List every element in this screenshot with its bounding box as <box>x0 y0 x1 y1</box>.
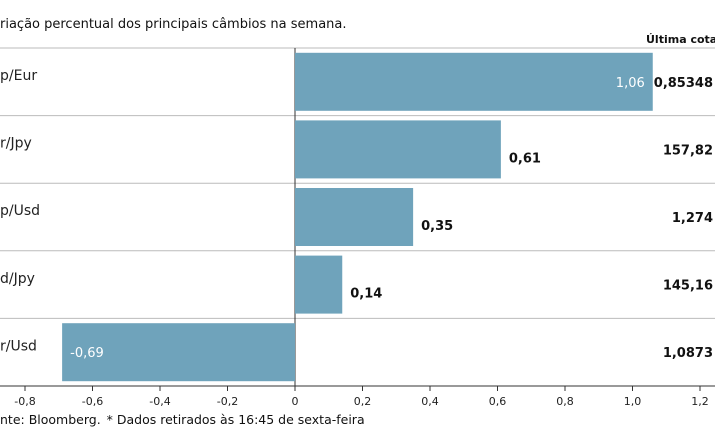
chart-source: nte: Bloomberg. * Dados retirados às 16:4… <box>0 412 365 427</box>
bar <box>295 52 653 111</box>
x-tick-label: 0,4 <box>421 395 439 408</box>
last-quote-value: 1,0873 <box>663 346 713 361</box>
x-tick-label: 1,2 <box>691 395 709 408</box>
last-quote-header: Última cotaç <box>646 33 715 46</box>
bar <box>295 188 414 246</box>
x-tick-label: 0,8 <box>556 395 574 408</box>
category-label: r/Jpy <box>0 136 32 152</box>
x-tick-label: 0,6 <box>489 395 507 408</box>
bar <box>62 323 295 382</box>
x-tick-label: -0,6 <box>82 395 103 408</box>
last-quote-value: 0,85348 <box>654 76 713 91</box>
category-label: d/Jpy <box>0 271 35 287</box>
bar <box>295 120 501 179</box>
value-label: -0,69 <box>70 346 104 361</box>
x-tick-label: -0,8 <box>14 395 35 408</box>
category-label: p/Usd <box>0 203 40 219</box>
value-label: 0,61 <box>509 151 541 166</box>
last-quote-value: 1,274 <box>672 211 713 226</box>
value-label: 0,14 <box>350 287 382 302</box>
source-note: * Dados retirados às 16:45 de sexta-feir… <box>106 412 365 427</box>
x-tick-label: 0,2 <box>354 395 372 408</box>
x-tick-label: -0,2 <box>217 395 238 408</box>
last-quote-value: 145,16 <box>663 279 713 294</box>
bar <box>295 255 343 314</box>
chart-subtitle: riação percentual dos principais câmbios… <box>0 17 347 32</box>
value-label: 1,06 <box>616 76 645 91</box>
source-label: nte: Bloomberg. <box>0 412 101 427</box>
category-label: p/Eur <box>0 68 37 84</box>
last-quote-value: 157,82 <box>663 143 713 158</box>
value-label: 0,35 <box>421 219 453 234</box>
x-tick-label: 0 <box>292 395 299 408</box>
category-label: r/Usd <box>0 338 37 354</box>
x-tick-label: 1,0 <box>624 395 642 408</box>
x-tick-label: -0,4 <box>149 395 170 408</box>
